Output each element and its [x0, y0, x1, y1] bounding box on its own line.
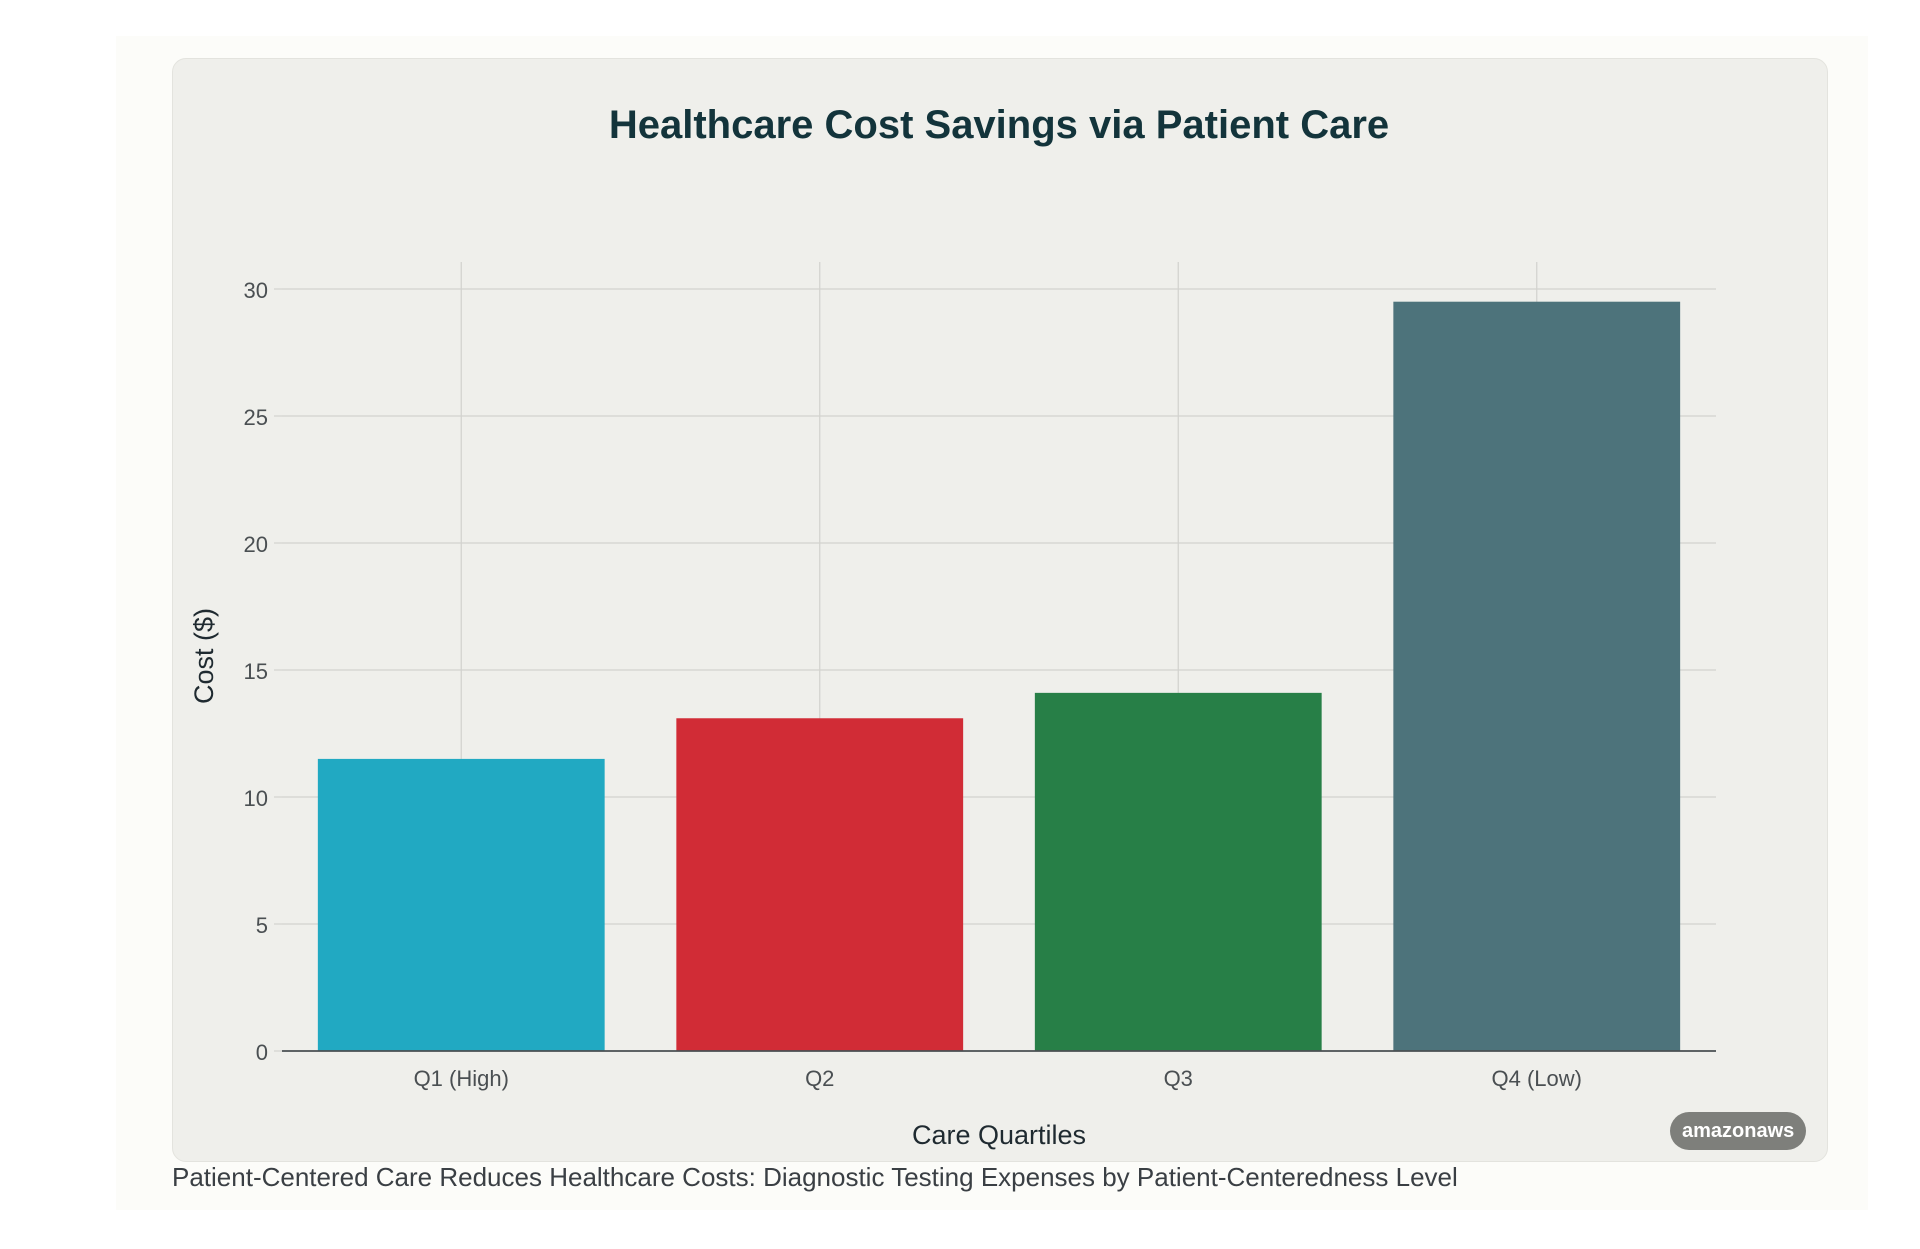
y-tick-label: 25 [244, 405, 268, 430]
x-axis-title: Care Quartiles [912, 1120, 1086, 1150]
y-tick-label: 10 [244, 786, 268, 811]
x-tick-label: Q2 [805, 1066, 834, 1091]
y-axis-title: Cost ($) [189, 608, 219, 704]
y-tick-label: 20 [244, 532, 268, 557]
x-tick-label: Q1 (High) [414, 1066, 509, 1091]
y-tick-label: 5 [256, 913, 268, 938]
x-tick-label: Q3 [1164, 1066, 1193, 1091]
y-tick-label: 0 [256, 1040, 268, 1065]
bar [1393, 301, 1681, 1051]
axes: 0 5 10 15 20 25 30 Q1 (High) Q2 Q3 Q4 (Low) [244, 278, 1716, 1091]
bar [676, 718, 964, 1051]
y-tick-label: 15 [244, 659, 268, 684]
figure-caption: Patient-Centered Care Reduces Healthcare… [172, 1162, 1458, 1192]
source-badge: amazonaws [1670, 1112, 1807, 1150]
bar [317, 758, 605, 1051]
bars [317, 301, 1681, 1051]
y-tick-label: 30 [244, 278, 268, 303]
bar [1034, 692, 1322, 1051]
chart-title: Healthcare Cost Savings via Patient Care [609, 103, 1389, 147]
x-tick-label: Q4 (Low) [1492, 1066, 1582, 1091]
